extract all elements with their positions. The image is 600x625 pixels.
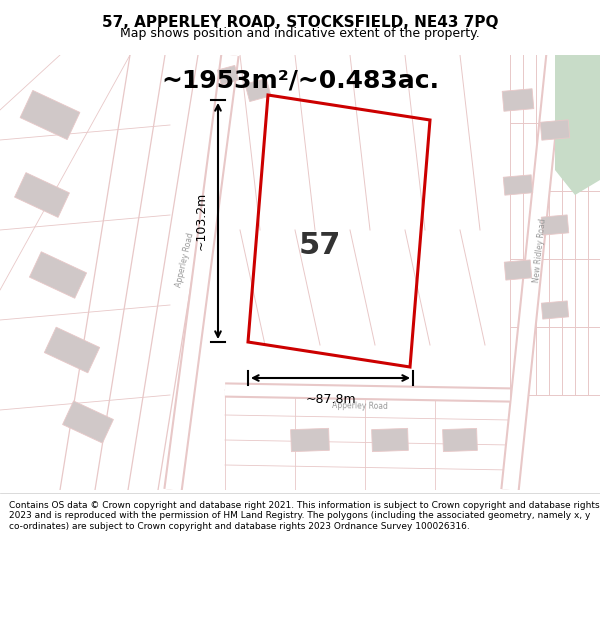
Polygon shape [443, 428, 478, 452]
Polygon shape [245, 79, 271, 101]
Polygon shape [29, 252, 86, 298]
Polygon shape [502, 89, 534, 111]
Text: ~87.8m: ~87.8m [305, 393, 356, 406]
Polygon shape [371, 428, 409, 452]
Polygon shape [541, 301, 569, 319]
Text: 57: 57 [299, 231, 341, 259]
Text: Apperley Road: Apperley Road [332, 401, 388, 411]
Text: New Ridley Road: New Ridley Road [532, 217, 548, 282]
Text: ~103.2m: ~103.2m [195, 192, 208, 250]
Polygon shape [14, 173, 70, 218]
Text: Contains OS data © Crown copyright and database right 2021. This information is : Contains OS data © Crown copyright and d… [9, 501, 599, 531]
Polygon shape [540, 120, 570, 140]
Polygon shape [290, 428, 329, 452]
Polygon shape [541, 215, 569, 235]
Polygon shape [217, 66, 239, 84]
Polygon shape [44, 327, 100, 373]
Polygon shape [503, 175, 533, 195]
Polygon shape [504, 260, 532, 280]
Text: Map shows position and indicative extent of the property.: Map shows position and indicative extent… [120, 27, 480, 39]
Text: 57, APPERLEY ROAD, STOCKSFIELD, NE43 7PQ: 57, APPERLEY ROAD, STOCKSFIELD, NE43 7PQ [102, 16, 498, 31]
Text: Apperley Road: Apperley Road [175, 232, 196, 288]
Polygon shape [20, 91, 80, 139]
Text: ~1953m²/~0.483ac.: ~1953m²/~0.483ac. [161, 68, 439, 92]
Polygon shape [62, 401, 113, 443]
Polygon shape [555, 55, 600, 195]
